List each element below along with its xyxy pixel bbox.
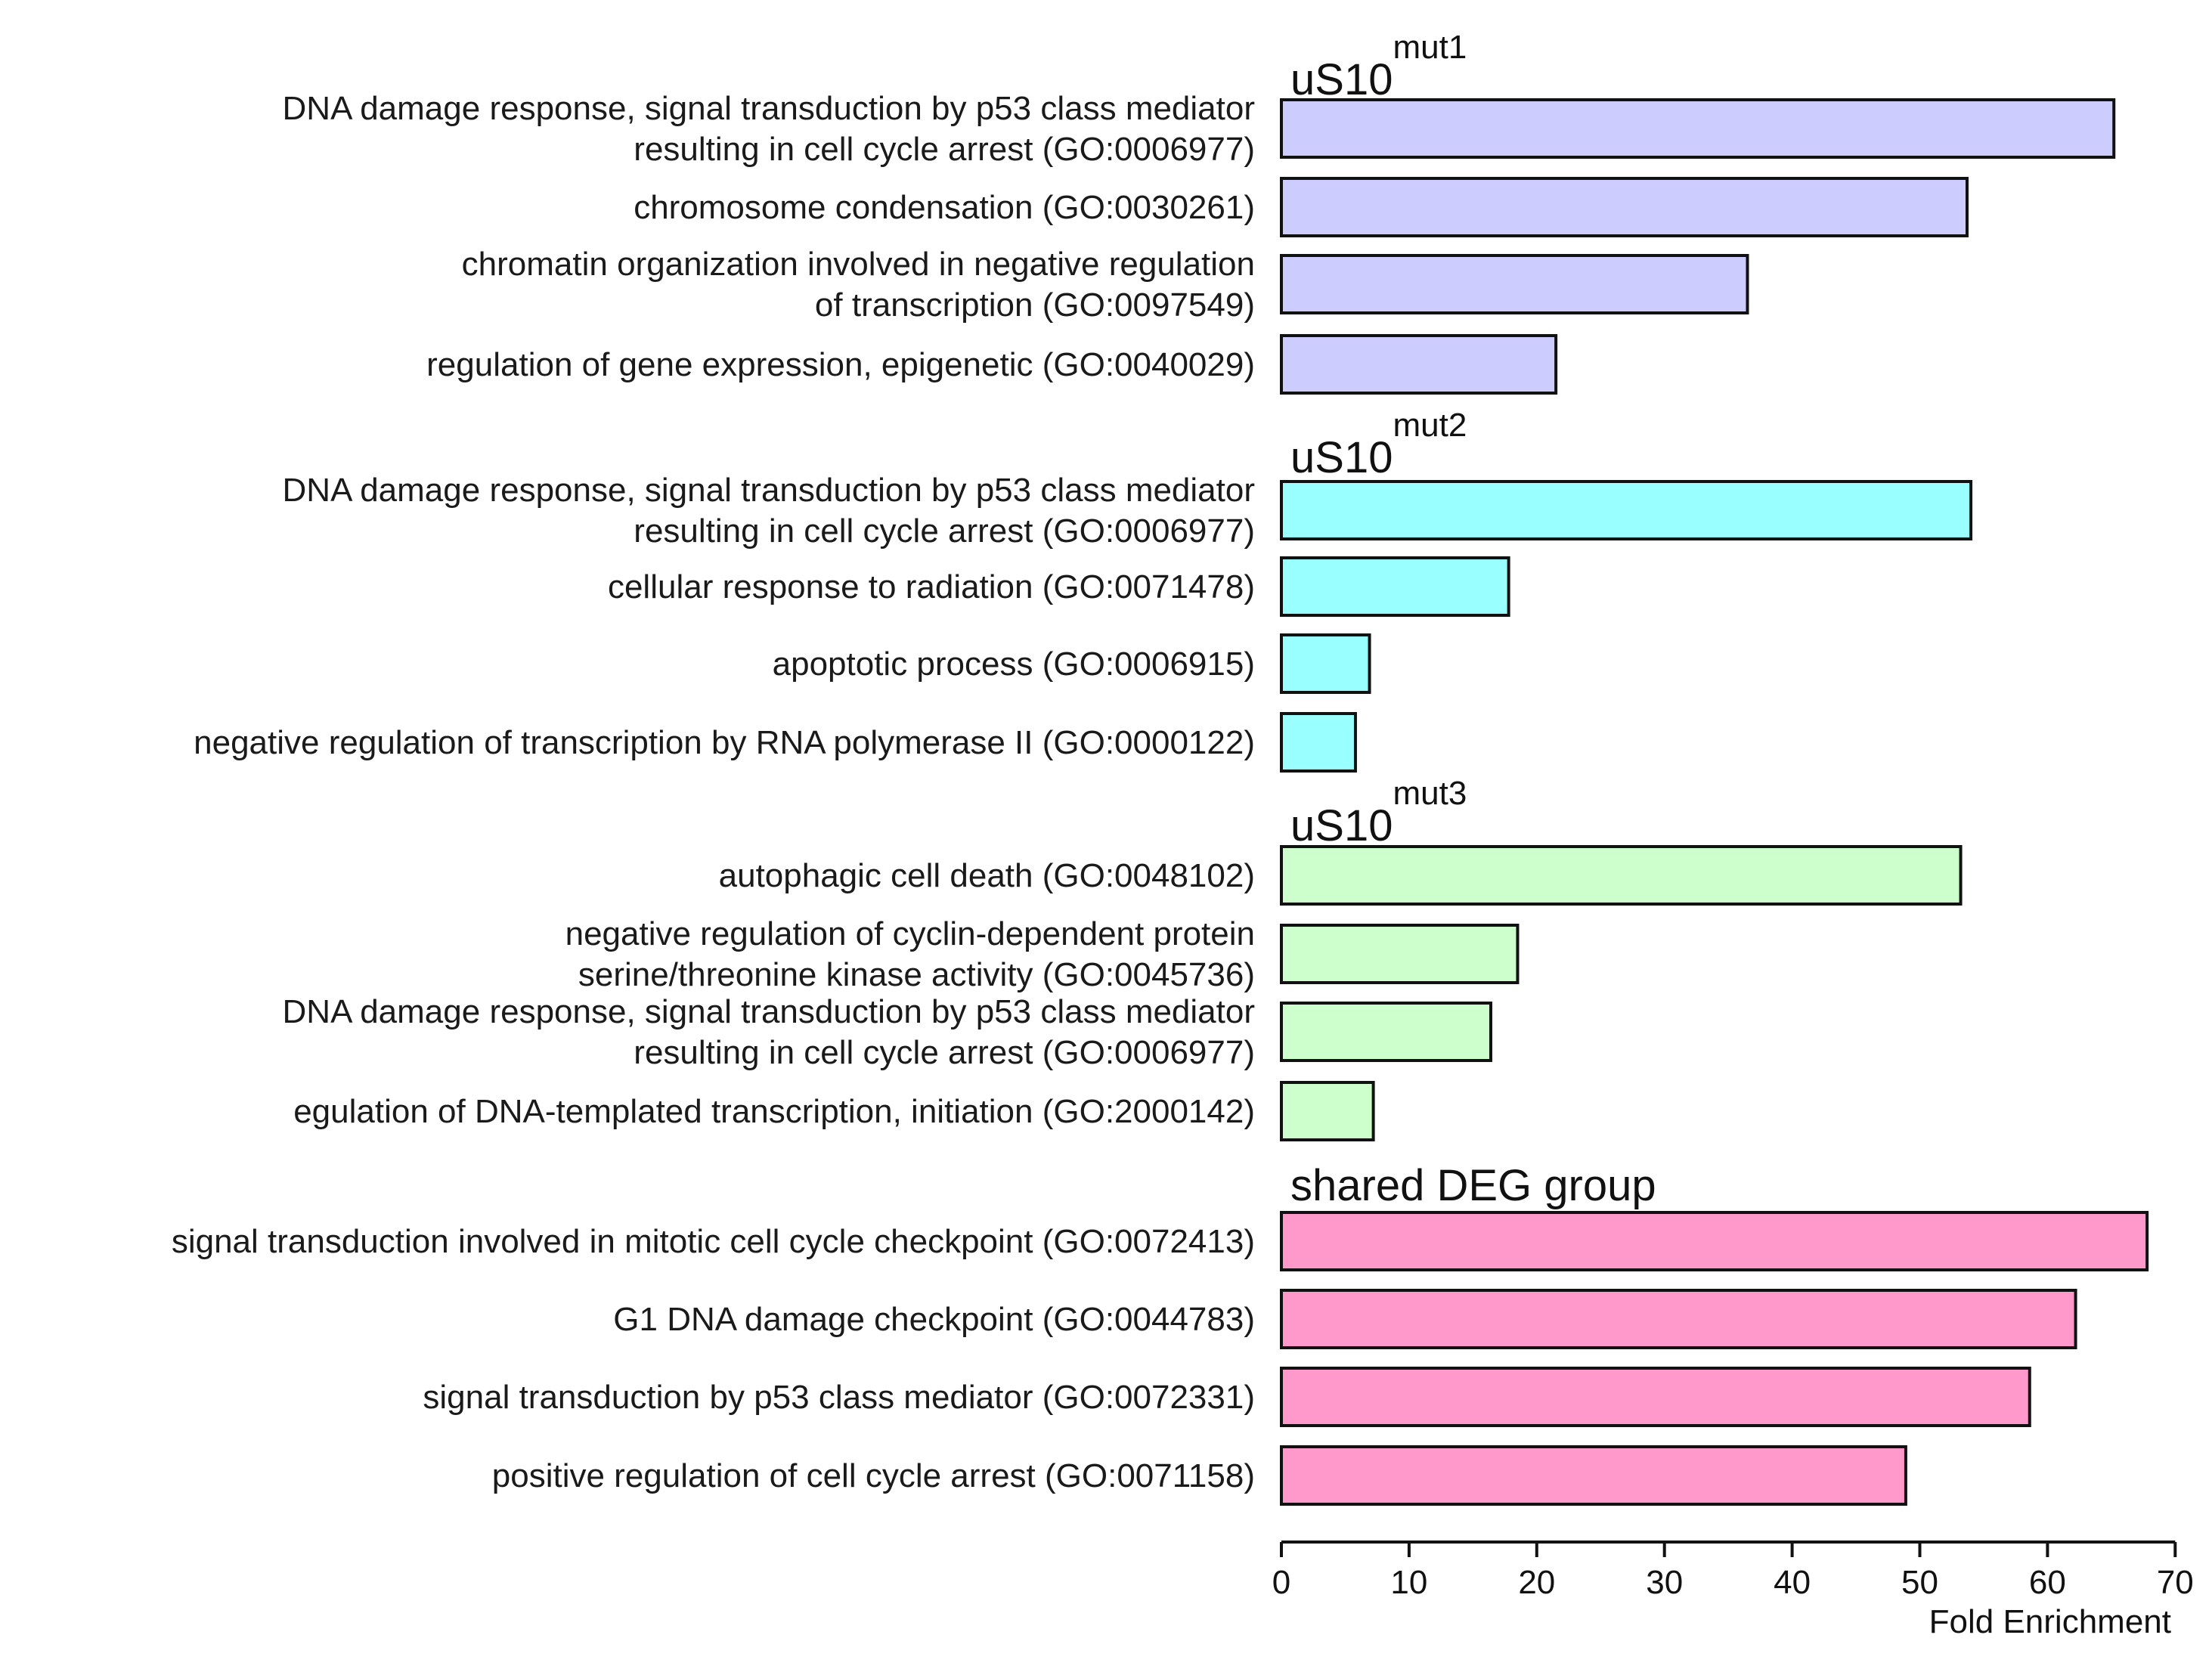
x-tick-label: 70	[2157, 1564, 2194, 1601]
bar	[1280, 1367, 2031, 1427]
category-label-line: DNA damage response, signal transduction…	[283, 90, 1255, 127]
category-label-line: autophagic cell death (GO:0048102)	[719, 857, 1255, 894]
bar	[1280, 1445, 1907, 1506]
group-1: uS10mut1 DNA damage response, signal tran…	[283, 29, 2116, 395]
category-label-line: cellular response to radiation (GO:00714…	[608, 568, 1255, 605]
category-label: negative regulation of transcription by …	[194, 724, 1255, 761]
group-title-superscript: mut3	[1393, 775, 1467, 812]
category-label-line: signal transduction involved in mitotic …	[172, 1223, 1255, 1260]
category-label-line: negative regulation of transcription by …	[194, 724, 1255, 761]
bar	[1280, 177, 1969, 237]
bar	[1280, 633, 1371, 694]
category-label: DNA damage response, signal transduction…	[283, 993, 1255, 1071]
group-4: shared DEG group signal transduction invo…	[172, 1161, 2149, 1506]
category-label: apoptotic process (GO:0006915)	[773, 646, 1255, 683]
x-tick-label: 50	[1901, 1564, 1938, 1601]
x-tick-label: 10	[1390, 1564, 1427, 1601]
category-label: chromatin organization involved in negat…	[462, 246, 1255, 324]
category-label-line: negative regulation of cyclin-dependent …	[565, 915, 1255, 952]
category-label-line: resulting in cell cycle arrest (GO:00069…	[634, 512, 1255, 550]
category-label-line: signal transduction by p53 class mediato…	[423, 1379, 1255, 1416]
category-label: chromosome condensation (GO:0030261)	[634, 189, 1255, 226]
category-label-line: resulting in cell cycle arrest (GO:00069…	[634, 1034, 1255, 1071]
group-title-main: uS10	[1290, 55, 1393, 104]
group-title-superscript: mut1	[1393, 29, 1467, 66]
group-2: uS10mut2 DNA damage response, signal tran…	[194, 407, 1973, 773]
bar	[1280, 1002, 1492, 1062]
group-title-main: uS10	[1290, 433, 1393, 482]
category-label: G1 DNA damage checkpoint (GO:0044783)	[613, 1301, 1255, 1338]
x-tick-label: 30	[1646, 1564, 1683, 1601]
bar	[1280, 1081, 1375, 1141]
group-title: uS10mut3	[1290, 775, 1467, 850]
group-title: uS10mut2	[1290, 407, 1467, 482]
group-3: uS10mut3 autophagic cell death (GO:004810…	[283, 775, 1963, 1141]
category-label-line: serine/threonine kinase activity (GO:004…	[578, 956, 1255, 993]
bar	[1280, 254, 1749, 314]
category-label-line: regulation of gene expression, epigeneti…	[426, 346, 1255, 383]
bar	[1280, 1211, 2149, 1271]
x-tick-label: 60	[2029, 1564, 2066, 1601]
category-label-line: egulation of DNA-templated transcription…	[293, 1093, 1255, 1130]
x-axis-label: Fold Enrichment	[1929, 1603, 2171, 1640]
category-label: signal transduction by p53 class mediato…	[423, 1379, 1255, 1416]
category-label: positive regulation of cell cycle arrest…	[492, 1457, 1255, 1494]
category-label: signal transduction involved in mitotic …	[172, 1223, 1255, 1260]
x-tick-label: 0	[1272, 1564, 1290, 1601]
bar	[1280, 334, 1558, 395]
category-label-line: chromatin organization involved in negat…	[462, 246, 1255, 283]
category-label: DNA damage response, signal transduction…	[283, 90, 1255, 168]
x-tick-label: 40	[1774, 1564, 1811, 1601]
bar	[1280, 556, 1510, 617]
category-label: egulation of DNA-templated transcription…	[293, 1093, 1255, 1130]
category-label: cellular response to radiation (GO:00714…	[608, 568, 1255, 605]
category-label-line: DNA damage response, signal transduction…	[283, 472, 1255, 509]
category-label-line: positive regulation of cell cycle arrest…	[492, 1457, 1255, 1494]
category-label-line: of transcription (GO:0097549)	[815, 286, 1255, 324]
group-title-main: uS10	[1290, 801, 1393, 850]
category-label-line: G1 DNA damage checkpoint (GO:0044783)	[613, 1301, 1255, 1338]
group-title-superscript: mut2	[1393, 407, 1467, 444]
group-title: uS10mut1	[1290, 29, 1467, 104]
bar	[1280, 1289, 2077, 1349]
category-label: regulation of gene expression, epigeneti…	[426, 346, 1255, 383]
bar	[1280, 924, 1520, 984]
category-label-line: chromosome condensation (GO:0030261)	[634, 189, 1255, 226]
category-label: DNA damage response, signal transduction…	[283, 472, 1255, 550]
bar	[1280, 845, 1963, 906]
bar	[1280, 480, 1973, 540]
category-label-line: apoptotic process (GO:0006915)	[773, 646, 1255, 683]
category-label: autophagic cell death (GO:0048102)	[719, 857, 1255, 894]
bar	[1280, 98, 2116, 159]
group-title: shared DEG group	[1290, 1161, 1656, 1210]
category-label: negative regulation of cyclin-dependent …	[565, 915, 1255, 993]
category-label-line: resulting in cell cycle arrest (GO:00069…	[634, 131, 1255, 168]
bar	[1280, 712, 1357, 773]
group-title-main: shared DEG group	[1290, 1161, 1656, 1210]
category-label-line: DNA damage response, signal transduction…	[283, 993, 1255, 1030]
x-tick-label: 20	[1518, 1564, 1555, 1601]
